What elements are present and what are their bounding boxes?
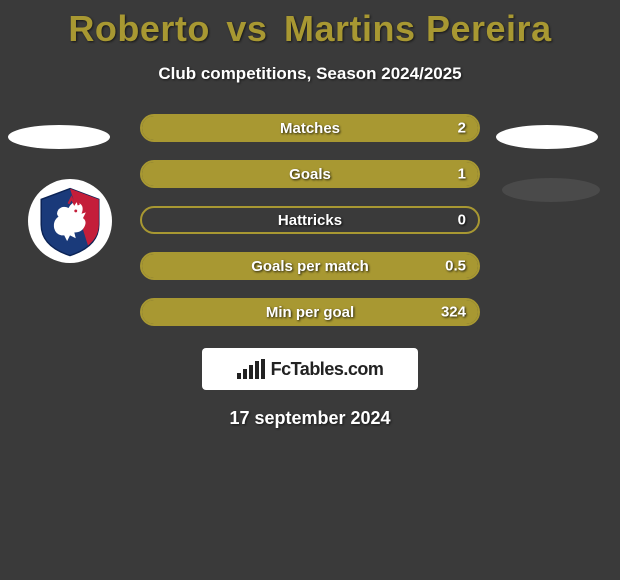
- brand-logo[interactable]: FcTables.com: [202, 348, 418, 390]
- stat-value: 0: [458, 212, 466, 229]
- vs-text: vs: [226, 8, 267, 49]
- stat-value: 2: [458, 120, 466, 137]
- stat-row: Goals 1: [140, 160, 480, 188]
- bar-chart-icon: [237, 359, 265, 379]
- stat-label: Min per goal: [266, 304, 354, 321]
- stat-value: 0.5: [445, 258, 466, 275]
- club-crest-icon: [34, 185, 106, 257]
- stat-value: 324: [441, 304, 466, 321]
- brand-text: FcTables.com: [271, 359, 384, 380]
- stat-label: Goals per match: [251, 258, 369, 275]
- club-badge: [28, 179, 112, 263]
- stat-row: Min per goal 324: [140, 298, 480, 326]
- player2-name: Martins Pereira: [284, 8, 552, 49]
- subtitle: Club competitions, Season 2024/2025: [0, 64, 620, 84]
- date-text: 17 september 2024: [0, 408, 620, 429]
- page-title: Roberto vs Martins Pereira: [0, 0, 620, 50]
- decorative-ellipse: [502, 178, 600, 202]
- stat-label: Matches: [280, 120, 340, 137]
- stat-row: Goals per match 0.5: [140, 252, 480, 280]
- stat-label: Goals: [289, 166, 331, 183]
- stat-row: Matches 2: [140, 114, 480, 142]
- decorative-ellipse: [8, 125, 110, 149]
- stat-value: 1: [458, 166, 466, 183]
- player1-name: Roberto: [68, 8, 210, 49]
- stat-row: Hattricks 0: [140, 206, 480, 234]
- stat-label: Hattricks: [278, 212, 342, 229]
- decorative-ellipse: [496, 125, 598, 149]
